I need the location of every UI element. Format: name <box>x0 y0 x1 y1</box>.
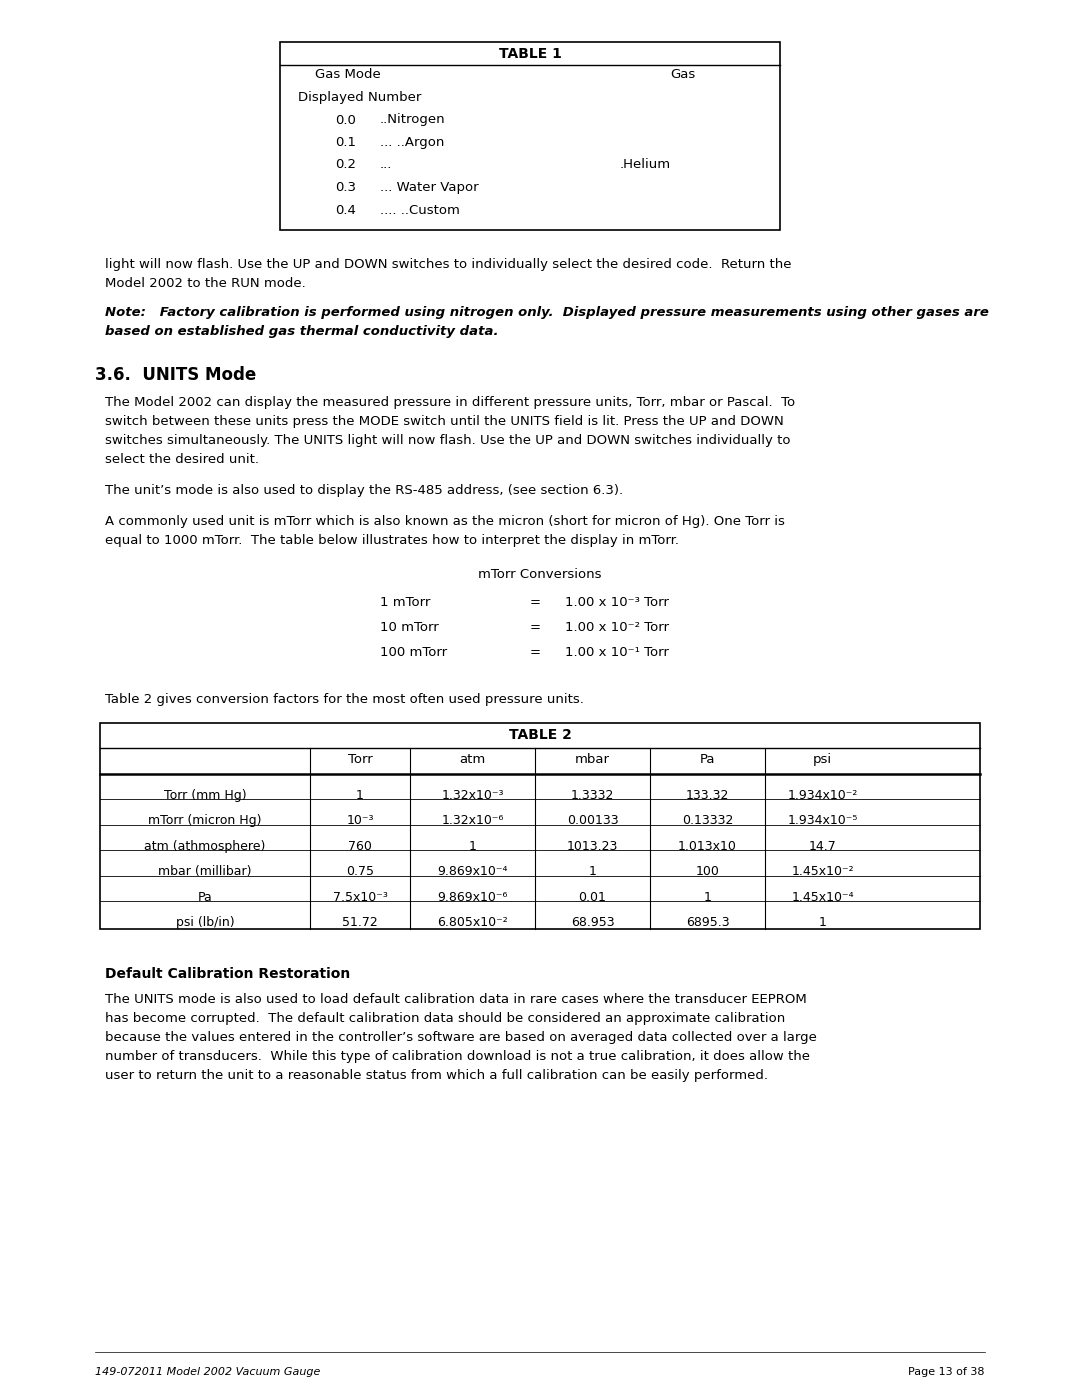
Text: 51.72: 51.72 <box>342 916 378 929</box>
Text: 133.32: 133.32 <box>686 789 729 802</box>
Text: light will now flash. Use the UP and DOWN switches to individually select the de: light will now flash. Use the UP and DOW… <box>105 258 792 271</box>
Text: 0.4: 0.4 <box>335 204 356 217</box>
Text: 1.00 x 10⁻³ Torr: 1.00 x 10⁻³ Torr <box>565 597 669 609</box>
Text: switch between these units press the MODE switch until the UNITS field is lit. P: switch between these units press the MOD… <box>105 415 784 427</box>
Text: ..Nitrogen: ..Nitrogen <box>380 113 446 127</box>
Text: TABLE 1: TABLE 1 <box>499 47 562 61</box>
Text: 100: 100 <box>696 865 719 879</box>
Text: atm (athmosphere): atm (athmosphere) <box>145 840 266 852</box>
Text: has become corrupted.  The default calibration data should be considered an appr: has become corrupted. The default calibr… <box>105 1011 785 1025</box>
Text: equal to 1000 mTorr.  The table below illustrates how to interpret the display i: equal to 1000 mTorr. The table below ill… <box>105 534 679 548</box>
Text: =: = <box>529 597 540 609</box>
Text: 0.1: 0.1 <box>335 136 356 149</box>
Text: 1.00 x 10⁻² Torr: 1.00 x 10⁻² Torr <box>565 622 669 634</box>
Text: 0.13332: 0.13332 <box>681 814 733 827</box>
Text: switches simultaneously. The UNITS light will now flash. Use the UP and DOWN swi: switches simultaneously. The UNITS light… <box>105 434 791 447</box>
Text: 1: 1 <box>819 916 826 929</box>
Text: Page 13 of 38: Page 13 of 38 <box>908 1368 985 1377</box>
Text: 6895.3: 6895.3 <box>686 916 729 929</box>
Text: .Helium: .Helium <box>620 158 671 172</box>
Text: 760: 760 <box>348 840 372 852</box>
Text: 6.805x10⁻²: 6.805x10⁻² <box>437 916 508 929</box>
Text: Note:   Factory calibration is performed using nitrogen only.  Displayed pressur: Note: Factory calibration is performed u… <box>105 306 989 319</box>
Text: 7.5x10⁻³: 7.5x10⁻³ <box>333 891 388 904</box>
Text: based on established gas thermal conductivity data.: based on established gas thermal conduct… <box>105 326 499 338</box>
Text: 1.32x10⁻³: 1.32x10⁻³ <box>442 789 503 802</box>
Text: 1.3332: 1.3332 <box>571 789 615 802</box>
Text: 0.00133: 0.00133 <box>567 814 619 827</box>
Text: 1.45x10⁻⁴: 1.45x10⁻⁴ <box>792 891 854 904</box>
Text: 1.013x10: 1.013x10 <box>678 840 737 852</box>
Text: The Model 2002 can display the measured pressure in different pressure units, To: The Model 2002 can display the measured … <box>105 395 795 409</box>
Text: ...: ... <box>380 158 392 172</box>
Text: 1: 1 <box>356 789 364 802</box>
Text: 149-072011 Model 2002 Vacuum Gauge: 149-072011 Model 2002 Vacuum Gauge <box>95 1368 321 1377</box>
Text: Torr: Torr <box>348 753 373 767</box>
Text: 0.01: 0.01 <box>579 891 607 904</box>
Text: The unit’s mode is also used to display the RS-485 address, (see section 6.3).: The unit’s mode is also used to display … <box>105 483 623 497</box>
Text: 100 mTorr: 100 mTorr <box>380 645 447 659</box>
Text: mTorr (micron Hg): mTorr (micron Hg) <box>148 814 261 827</box>
Text: TABLE 2: TABLE 2 <box>509 728 571 742</box>
Text: 1.00 x 10⁻¹ Torr: 1.00 x 10⁻¹ Torr <box>565 645 669 659</box>
Text: Torr (mm Hg): Torr (mm Hg) <box>164 789 246 802</box>
Text: mbar: mbar <box>575 753 610 767</box>
Text: 0.3: 0.3 <box>335 182 356 194</box>
Text: Table 2 gives conversion factors for the most often used pressure units.: Table 2 gives conversion factors for the… <box>105 693 584 705</box>
Text: ... ..Argon: ... ..Argon <box>380 136 444 149</box>
Text: 1.32x10⁻⁶: 1.32x10⁻⁶ <box>442 814 503 827</box>
Text: 10 mTorr: 10 mTorr <box>380 622 438 634</box>
Text: The UNITS mode is also used to load default calibration data in rare cases where: The UNITS mode is also used to load defa… <box>105 993 807 1006</box>
Text: mTorr Conversions: mTorr Conversions <box>478 569 602 581</box>
Text: 1.934x10⁻²: 1.934x10⁻² <box>787 789 858 802</box>
Text: Pa: Pa <box>700 753 715 767</box>
Text: 1.45x10⁻²: 1.45x10⁻² <box>792 865 854 879</box>
Text: 9.869x10⁻⁶: 9.869x10⁻⁶ <box>437 891 508 904</box>
Text: Default Calibration Restoration: Default Calibration Restoration <box>105 967 350 981</box>
Text: Gas Mode: Gas Mode <box>315 68 381 81</box>
Text: 0.0: 0.0 <box>335 113 356 127</box>
Text: select the desired unit.: select the desired unit. <box>105 453 259 467</box>
Text: 0.2: 0.2 <box>335 158 356 172</box>
Text: 0.75: 0.75 <box>346 865 374 879</box>
Text: 14.7: 14.7 <box>809 840 836 852</box>
Text: 9.869x10⁻⁴: 9.869x10⁻⁴ <box>437 865 508 879</box>
Text: Gas: Gas <box>670 68 696 81</box>
Text: 10⁻³: 10⁻³ <box>347 814 374 827</box>
Text: ... Water Vapor: ... Water Vapor <box>380 182 478 194</box>
Text: =: = <box>529 645 540 659</box>
Text: 3.6.  UNITS Mode: 3.6. UNITS Mode <box>95 366 256 384</box>
Text: 1: 1 <box>469 840 476 852</box>
Text: A commonly used unit is mTorr which is also known as the micron (short for micro: A commonly used unit is mTorr which is a… <box>105 515 785 528</box>
Bar <box>100 724 980 929</box>
Text: 1.934x10⁻⁵: 1.934x10⁻⁵ <box>787 814 858 827</box>
Text: 1: 1 <box>703 891 712 904</box>
Text: 1: 1 <box>589 865 596 879</box>
Text: Pa: Pa <box>198 891 213 904</box>
Text: 68.953: 68.953 <box>570 916 615 929</box>
Text: mbar (millibar): mbar (millibar) <box>159 865 252 879</box>
Text: number of transducers.  While this type of calibration download is not a true ca: number of transducers. While this type o… <box>105 1051 810 1063</box>
Text: Model 2002 to the RUN mode.: Model 2002 to the RUN mode. <box>105 277 306 291</box>
Text: 1013.23: 1013.23 <box>567 840 618 852</box>
Text: =: = <box>529 622 540 634</box>
Text: Displayed Number: Displayed Number <box>298 91 421 103</box>
Text: user to return the unit to a reasonable status from which a full calibration can: user to return the unit to a reasonable … <box>105 1069 768 1083</box>
Bar <box>280 42 780 231</box>
Text: because the values entered in the controller’s software are based on averaged da: because the values entered in the contro… <box>105 1031 816 1044</box>
Text: psi (lb/in): psi (lb/in) <box>176 916 234 929</box>
Text: 1 mTorr: 1 mTorr <box>380 597 430 609</box>
Text: .... ..Custom: .... ..Custom <box>380 204 460 217</box>
Text: atm: atm <box>459 753 486 767</box>
Text: psi: psi <box>813 753 832 767</box>
